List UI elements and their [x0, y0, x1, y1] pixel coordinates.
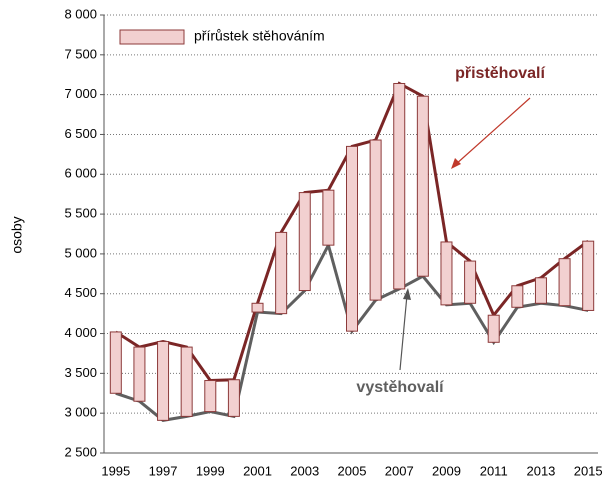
net-bar	[180, 346, 193, 417]
x-tick-label: 1999	[196, 463, 225, 478]
net-bar	[487, 314, 500, 343]
y-tick-label: 3 500	[64, 365, 97, 380]
net-bar	[157, 341, 170, 421]
arrow	[399, 294, 408, 371]
net-bar	[322, 189, 335, 246]
x-tick-label: 2011	[480, 463, 508, 478]
y-tick-label: 5 000	[64, 245, 97, 260]
net-bar	[558, 258, 571, 307]
x-tick-label: 2003	[290, 463, 319, 478]
legend-label: přírůstek stěhováním	[194, 28, 325, 44]
arrow-head	[451, 158, 461, 169]
x-tick-label: 2013	[526, 463, 555, 478]
net-bar	[440, 241, 453, 306]
net-bar	[275, 231, 288, 315]
y-tick-label: 7 500	[64, 46, 97, 61]
net-bar	[464, 260, 477, 304]
x-tick-label: 2007	[385, 463, 414, 478]
y-tick-label: 4 000	[64, 325, 97, 340]
annotation: vystěhovalí	[356, 379, 444, 396]
net-bar	[369, 139, 382, 301]
x-tick-label: 2005	[338, 463, 367, 478]
arrow-head	[403, 288, 411, 300]
net-bar	[133, 346, 146, 402]
y-tick-label: 4 500	[64, 285, 97, 300]
net-bar	[227, 379, 240, 417]
y-tick-label: 3 000	[64, 405, 97, 420]
net-bar	[346, 145, 358, 332]
y-tick-label: 5 500	[64, 206, 97, 221]
x-tick-label: 2015	[574, 463, 603, 478]
net-bar	[511, 285, 524, 308]
y-tick-label: 6 500	[64, 126, 97, 141]
y-tick-label: 6 000	[64, 166, 97, 181]
net-bar	[534, 277, 547, 304]
net-bar	[251, 302, 264, 313]
net-bar	[582, 240, 595, 311]
annotation: přistěhovalí	[455, 65, 545, 82]
x-tick-label: 1995	[101, 463, 130, 478]
net-bar	[416, 95, 429, 277]
x-tick-label: 2009	[432, 463, 461, 478]
net-bar	[298, 192, 311, 292]
net-bar	[393, 82, 406, 290]
x-tick-label: 1997	[149, 463, 178, 478]
net-bar	[204, 380, 217, 413]
x-tick-label: 2001	[243, 463, 272, 478]
net-bar	[109, 331, 122, 394]
arrow	[454, 97, 531, 166]
y-tick-label: 7 000	[64, 86, 97, 101]
y-tick-label: 2 500	[64, 444, 97, 459]
legend-swatch	[119, 29, 185, 45]
y-tick-label: 8 000	[64, 6, 97, 21]
y-axis-label: osoby	[9, 216, 25, 253]
